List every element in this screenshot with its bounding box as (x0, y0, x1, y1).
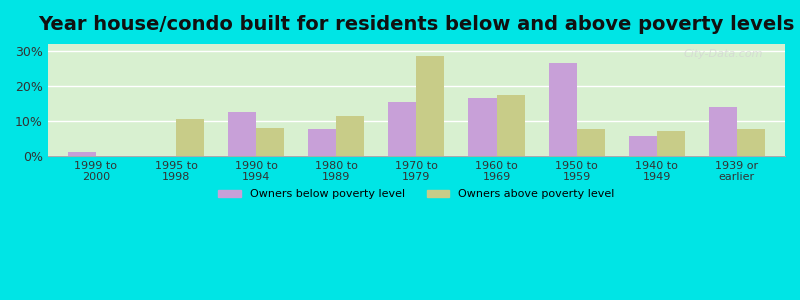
Bar (737, 130, 765, 156)
Bar (549, 63, 577, 156)
Bar (497, 94, 525, 156)
Bar (469, 98, 497, 156)
Bar (709, 107, 737, 156)
Bar (657, 131, 685, 156)
Bar (256, 128, 284, 156)
Bar (416, 56, 445, 156)
Bar (228, 112, 256, 156)
Bar (176, 119, 204, 156)
Bar (308, 130, 336, 156)
Text: City-Data.com: City-Data.com (683, 50, 763, 59)
Bar (388, 101, 416, 156)
Bar (68, 152, 96, 156)
Bar (336, 116, 364, 156)
Legend: Owners below poverty level, Owners above poverty level: Owners below poverty level, Owners above… (214, 185, 618, 204)
Bar (577, 130, 605, 156)
Bar (629, 136, 657, 156)
Title: Year house/condo built for residents below and above poverty levels: Year house/condo built for residents bel… (38, 15, 794, 34)
